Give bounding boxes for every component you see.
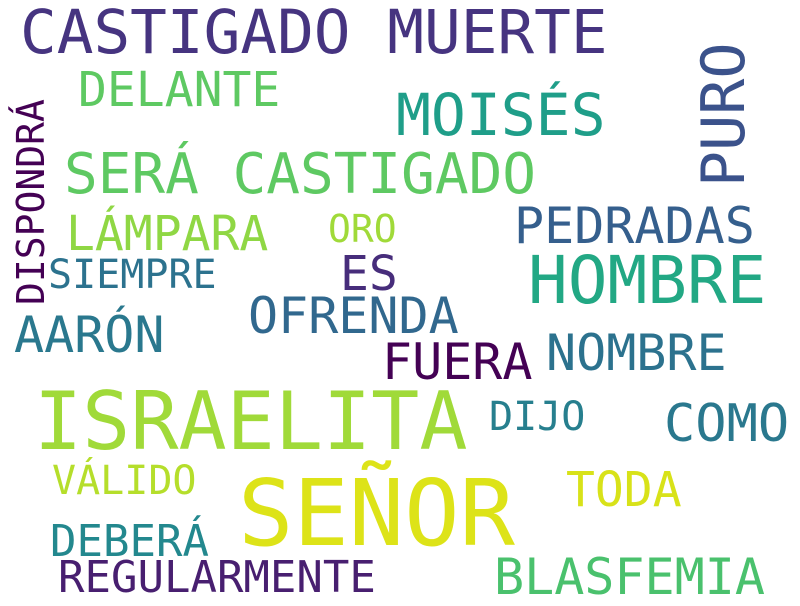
word-pedradas: PEDRADAS — [514, 197, 755, 255]
word-puro: PURO — [689, 42, 759, 188]
word-delante: DELANTE — [78, 62, 281, 118]
word-moises: MOISÉS — [396, 81, 606, 149]
word-hombre: HOMBRE — [528, 242, 767, 319]
word-israelita: ISRAELITA — [34, 375, 468, 468]
word-blasfemia: BLASFEMIA — [494, 548, 765, 606]
word-siempre: SIEMPRE — [48, 252, 217, 298]
word-valido: VÁLIDO — [52, 458, 197, 504]
word-aaron: AARÓN — [14, 306, 165, 364]
word-sera-castigado: SERÁ CASTIGADO — [64, 142, 537, 207]
word-senor: SEÑOR — [238, 460, 515, 567]
word-toda: TODA — [566, 462, 682, 518]
word-nombre: NOMBRE — [546, 324, 727, 382]
word-debera: DEBERÁ — [50, 516, 209, 567]
word-dispondra: DISPONDRÁ — [9, 99, 53, 305]
word-oro: ORO — [328, 207, 397, 251]
word-lampara: LÁMPARA — [66, 206, 269, 262]
word-fuera: FUERA — [382, 333, 533, 391]
word-ofrenda: OFRENDA — [248, 287, 459, 345]
word-dijo: DIJO — [489, 394, 586, 440]
word-castigado-muerte: CASTIGADO MUERTE — [20, 0, 608, 68]
word-regularmente: REGULARMENTE — [58, 552, 376, 603]
word-como: COMO — [664, 394, 790, 454]
word-es: ES — [340, 246, 398, 302]
